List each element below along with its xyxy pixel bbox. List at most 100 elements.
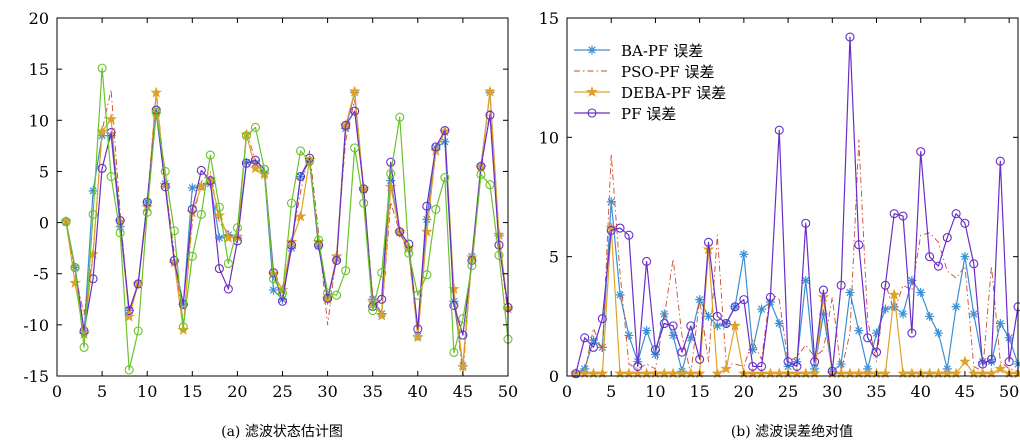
chart-b-series-3-point: [995, 156, 1005, 166]
chart-b-series-3-point: [748, 361, 758, 372]
chart-a-series-4-point: [259, 164, 270, 174]
chart-b-series-3-point: [969, 259, 979, 269]
y-tick-label: -5: [33, 265, 49, 284]
chart-b-series-3-point: [774, 125, 784, 135]
chart-a-series-4-point: [485, 180, 495, 190]
x-tick-label: 35: [363, 382, 383, 401]
chart-b-series-0-point: [960, 252, 970, 262]
y-tick-label: 10: [29, 111, 49, 130]
chart-b-series-3-point: [880, 280, 890, 290]
chart-a-series-3-point: [79, 326, 89, 336]
chart-b-series-0-point: [898, 309, 908, 319]
chart-b-series-0-point: [801, 276, 811, 286]
chart-a-series-2: [60, 85, 514, 372]
y-tick-label: -15: [23, 367, 49, 386]
chart-a-series-2-point: [484, 85, 496, 97]
chart-b-series-3-point: [986, 354, 997, 364]
chart-b-series-0-point: [951, 302, 961, 312]
chart-b-series-3-point: [571, 369, 581, 379]
chart-a-series-3-point: [97, 163, 107, 173]
chart-b-marks: [570, 32, 1020, 379]
chart-b-series-0-point: [757, 304, 767, 314]
chart-b-series-2: [570, 221, 1020, 379]
chart-a-series-4-point: [332, 290, 342, 300]
chart-a-series-3-line: [65, 109, 509, 336]
chart-a-series-3-point: [250, 155, 260, 165]
chart-a-series-4-line: [65, 67, 509, 371]
chart-a-series-4-point: [88, 209, 98, 219]
chart-a-series-2-point: [105, 113, 117, 125]
chart-a-series-4-point: [151, 107, 161, 117]
chart-b-series-3-point: [686, 321, 696, 331]
chart-a-series-4-point: [476, 169, 486, 180]
chart-b-series-3-point: [792, 361, 802, 372]
y-tick-label: 15: [539, 9, 559, 28]
chart-b-series-3-point: [960, 218, 970, 228]
chart-b-series-3-point: [907, 328, 917, 338]
chart-a-series-4-point: [79, 342, 89, 352]
chart-b-series-0-point: [836, 359, 846, 369]
x-tick-label: 40: [911, 382, 931, 401]
chart-a-series-4-point: [214, 202, 224, 212]
chart-b-series-3-point: [916, 147, 926, 157]
chart-a-series-4-point: [106, 171, 116, 182]
chart-a-series-4-point: [142, 207, 152, 217]
chart-b-caption: (b) 滤波误差绝对值: [731, 424, 853, 440]
chart-a-series-0-point: [88, 186, 98, 196]
chart-a-series-2-point: [222, 231, 235, 243]
chart-b-series-3-point: [580, 333, 590, 343]
y-tick-label: 0: [549, 367, 559, 386]
chart-b-frame: [566, 17, 1019, 377]
chart-a-series-4-point: [395, 112, 405, 122]
x-tick-label: 50: [999, 382, 1019, 401]
chart-a-series-4-point: [232, 223, 242, 233]
chart-a-series-4-point: [341, 266, 351, 276]
chart-a-series-4-point: [286, 198, 297, 208]
chart-b-series-0-point: [907, 276, 917, 286]
chart-a-series-4-point: [160, 166, 170, 176]
chart-b-series-3-point: [606, 225, 616, 235]
chart-a-series-3-point: [494, 240, 504, 250]
chart-a-series-2-point: [421, 225, 433, 237]
chart-a-series-3-point: [431, 142, 441, 152]
chart-b-series-0-point: [818, 309, 828, 319]
chart-a-series-3-point: [386, 157, 396, 167]
chart-a-series-4-point: [70, 263, 80, 273]
chart-a-series-3-point: [178, 299, 188, 309]
chart-b-series-0-point: [765, 297, 775, 307]
chart-b-series-3-point: [765, 292, 775, 302]
chart-b-series-0-point: [774, 318, 784, 328]
chart-b-series-0-point: [650, 350, 660, 360]
chart-b-series-3-point: [633, 361, 643, 372]
chart-a-series-2-point: [213, 209, 226, 221]
chart-b-series-0-point: [845, 287, 855, 297]
chart-b-series-3-point: [588, 342, 599, 352]
chart-a-series-4-point: [196, 209, 206, 219]
chart-a-series-3-point: [413, 324, 423, 334]
chart-a-series-2-point: [348, 85, 361, 97]
chart-a-series-2-point: [457, 360, 469, 372]
chart-a-series-4-point: [277, 288, 288, 298]
chart-a-series-3-point: [449, 300, 459, 310]
chart-b-series-3-point: [756, 361, 767, 372]
x-tick-label: 40: [408, 382, 428, 401]
chart-b-series-3-point: [739, 295, 749, 305]
chart-b-series-3-point: [818, 285, 829, 295]
chart-a-series-2-point: [69, 276, 81, 288]
chart-a-series-4-point: [241, 131, 251, 141]
x-tick-label: 50: [498, 382, 518, 401]
chart-b-series-3-point: [668, 321, 678, 331]
chart-a-series-2-point: [294, 210, 307, 222]
x-tick-label: 25: [778, 382, 798, 401]
chart-b-series-3-point: [650, 345, 660, 355]
chart-a-series-3-point: [115, 215, 125, 226]
chart-b-series-2-point: [817, 291, 830, 303]
chart-a-series-3-point: [359, 184, 369, 194]
chart-b-series-2-point: [888, 288, 900, 300]
chart-a-series-3-point: [241, 158, 251, 168]
chart-b-series-0-point: [969, 309, 979, 319]
chart-b-series-0-point: [615, 290, 625, 300]
chart-a-series-4-point: [314, 235, 324, 245]
chart-b-series-3-point: [801, 218, 811, 228]
chart-b-series-3-point: [642, 256, 652, 266]
